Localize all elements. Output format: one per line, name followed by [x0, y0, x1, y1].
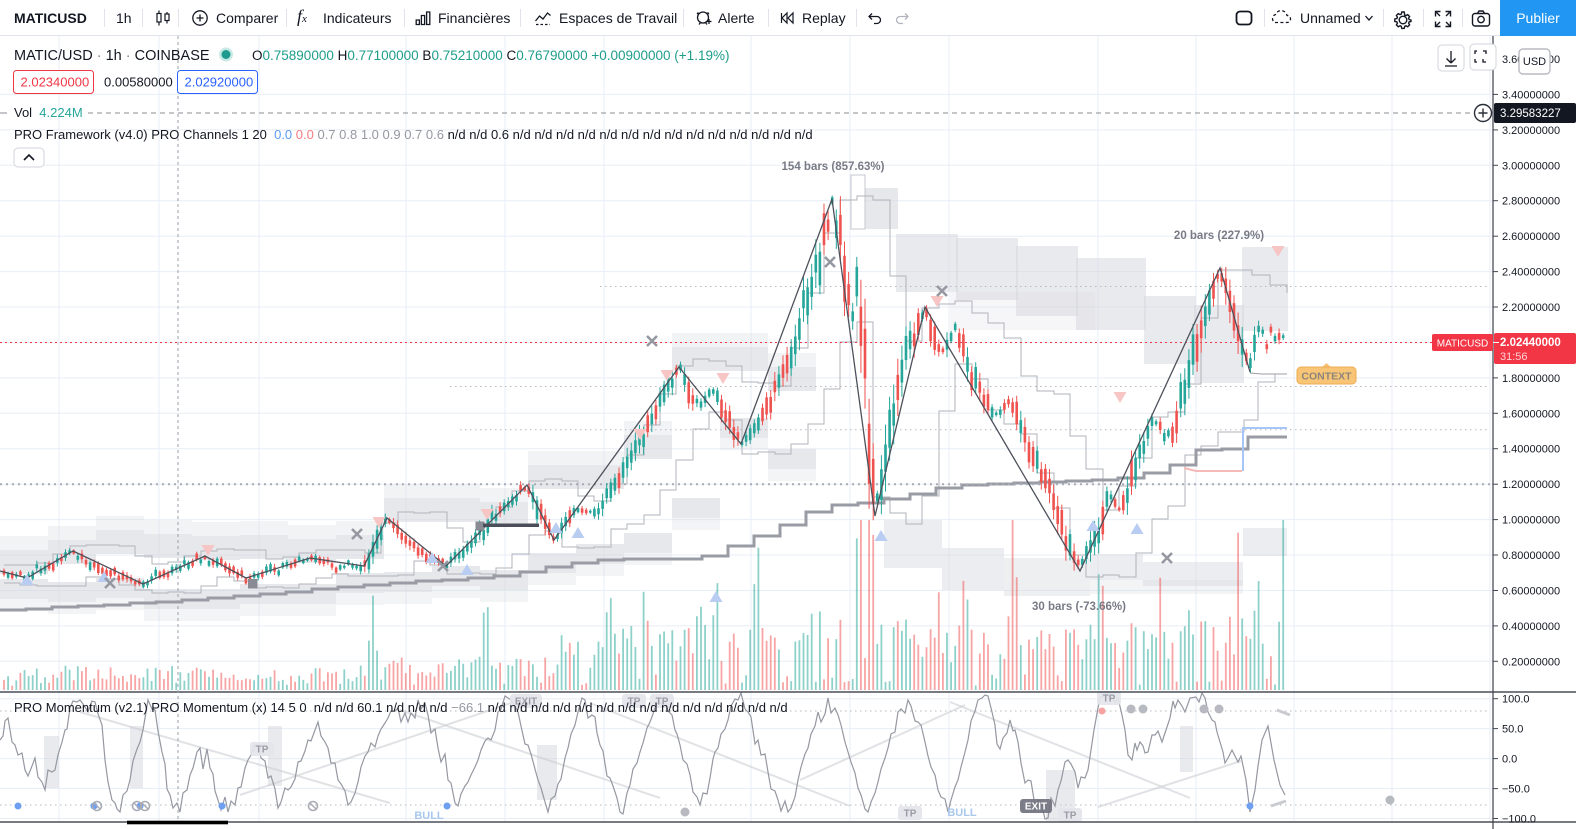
svg-text:0.0: 0.0	[1502, 754, 1517, 766]
svg-text:BULL: BULL	[414, 810, 444, 822]
svg-text:TP: TP	[256, 745, 269, 756]
svg-text:2.02440000: 2.02440000	[1500, 337, 1561, 349]
svg-text:−50.0: −50.0	[1502, 784, 1530, 796]
svg-text:100.0: 100.0	[1502, 694, 1530, 706]
svg-text:TP: TP	[904, 809, 917, 820]
svg-text:0.60000000: 0.60000000	[1502, 586, 1560, 598]
svg-text:MATICUSD: MATICUSD	[1437, 339, 1488, 350]
svg-text:TP: TP	[1103, 694, 1116, 705]
svg-text:CONTEXT: CONTEXT	[1301, 371, 1352, 383]
svg-text:0.80000000: 0.80000000	[1502, 550, 1560, 562]
svg-text:2.02340000: 2.02340000	[21, 75, 90, 90]
svg-text:2.80000000: 2.80000000	[1502, 196, 1560, 208]
svg-text:1.00000000: 1.00000000	[1502, 515, 1560, 527]
svg-text:3.20000000: 3.20000000	[1502, 125, 1560, 137]
svg-text:O0.75890000 H0.77100000 B0.752: O0.75890000 H0.77100000 B0.75210000 C0.7…	[252, 48, 729, 63]
svg-text:TP: TP	[1064, 811, 1077, 822]
svg-text:2.40000000: 2.40000000	[1502, 267, 1560, 279]
svg-text:0.40000000: 0.40000000	[1502, 621, 1560, 633]
svg-text:1.80000000: 1.80000000	[1502, 373, 1560, 385]
svg-text:MATIC/USD · 1h · COINBASE: MATIC/USD · 1h · COINBASE	[14, 48, 210, 64]
svg-text:USD: USD	[1523, 56, 1546, 68]
svg-text:1.20000000: 1.20000000	[1502, 479, 1560, 491]
svg-text:50.0: 50.0	[1502, 724, 1523, 736]
svg-text:31:56: 31:56	[1500, 351, 1528, 363]
svg-text:EXIT: EXIT	[515, 697, 537, 708]
svg-text:2.60000000: 2.60000000	[1502, 231, 1560, 243]
svg-text:30 bars (-73.66%): 30 bars (-73.66%)	[1032, 601, 1126, 613]
svg-text:PRO Framework (v4.0) PRO Chann: PRO Framework (v4.0) PRO Channels 1 20 0…	[14, 127, 813, 142]
svg-text:1.60000000: 1.60000000	[1502, 408, 1560, 420]
svg-text:3.00000000: 3.00000000	[1502, 160, 1560, 172]
svg-text:PRO Momentum (v2.1) PRO Moment: PRO Momentum (v2.1) PRO Momentum (x) 14 …	[14, 700, 788, 715]
svg-text:0.20000000: 0.20000000	[1502, 656, 1560, 668]
svg-text:TP: TP	[656, 697, 669, 708]
svg-text:1.40000000: 1.40000000	[1502, 444, 1560, 456]
svg-text:2.20000000: 2.20000000	[1502, 302, 1560, 314]
svg-text:BULL: BULL	[947, 807, 977, 819]
svg-text:TP: TP	[628, 697, 641, 708]
svg-text:3.29583227: 3.29583227	[1500, 108, 1561, 120]
svg-text:3.40000000: 3.40000000	[1502, 89, 1560, 101]
svg-text:EXIT: EXIT	[1025, 802, 1047, 813]
svg-text:0.00580000: 0.00580000	[104, 75, 173, 90]
svg-text:2.02920000: 2.02920000	[185, 75, 254, 90]
svg-text:20 bars (227.9%): 20 bars (227.9%)	[1174, 230, 1264, 242]
svg-text:Vol 4.224M: Vol 4.224M	[14, 105, 83, 120]
svg-text:154 bars (857.63%): 154 bars (857.63%)	[782, 161, 885, 173]
svg-text:−100.0: −100.0	[1502, 814, 1536, 826]
